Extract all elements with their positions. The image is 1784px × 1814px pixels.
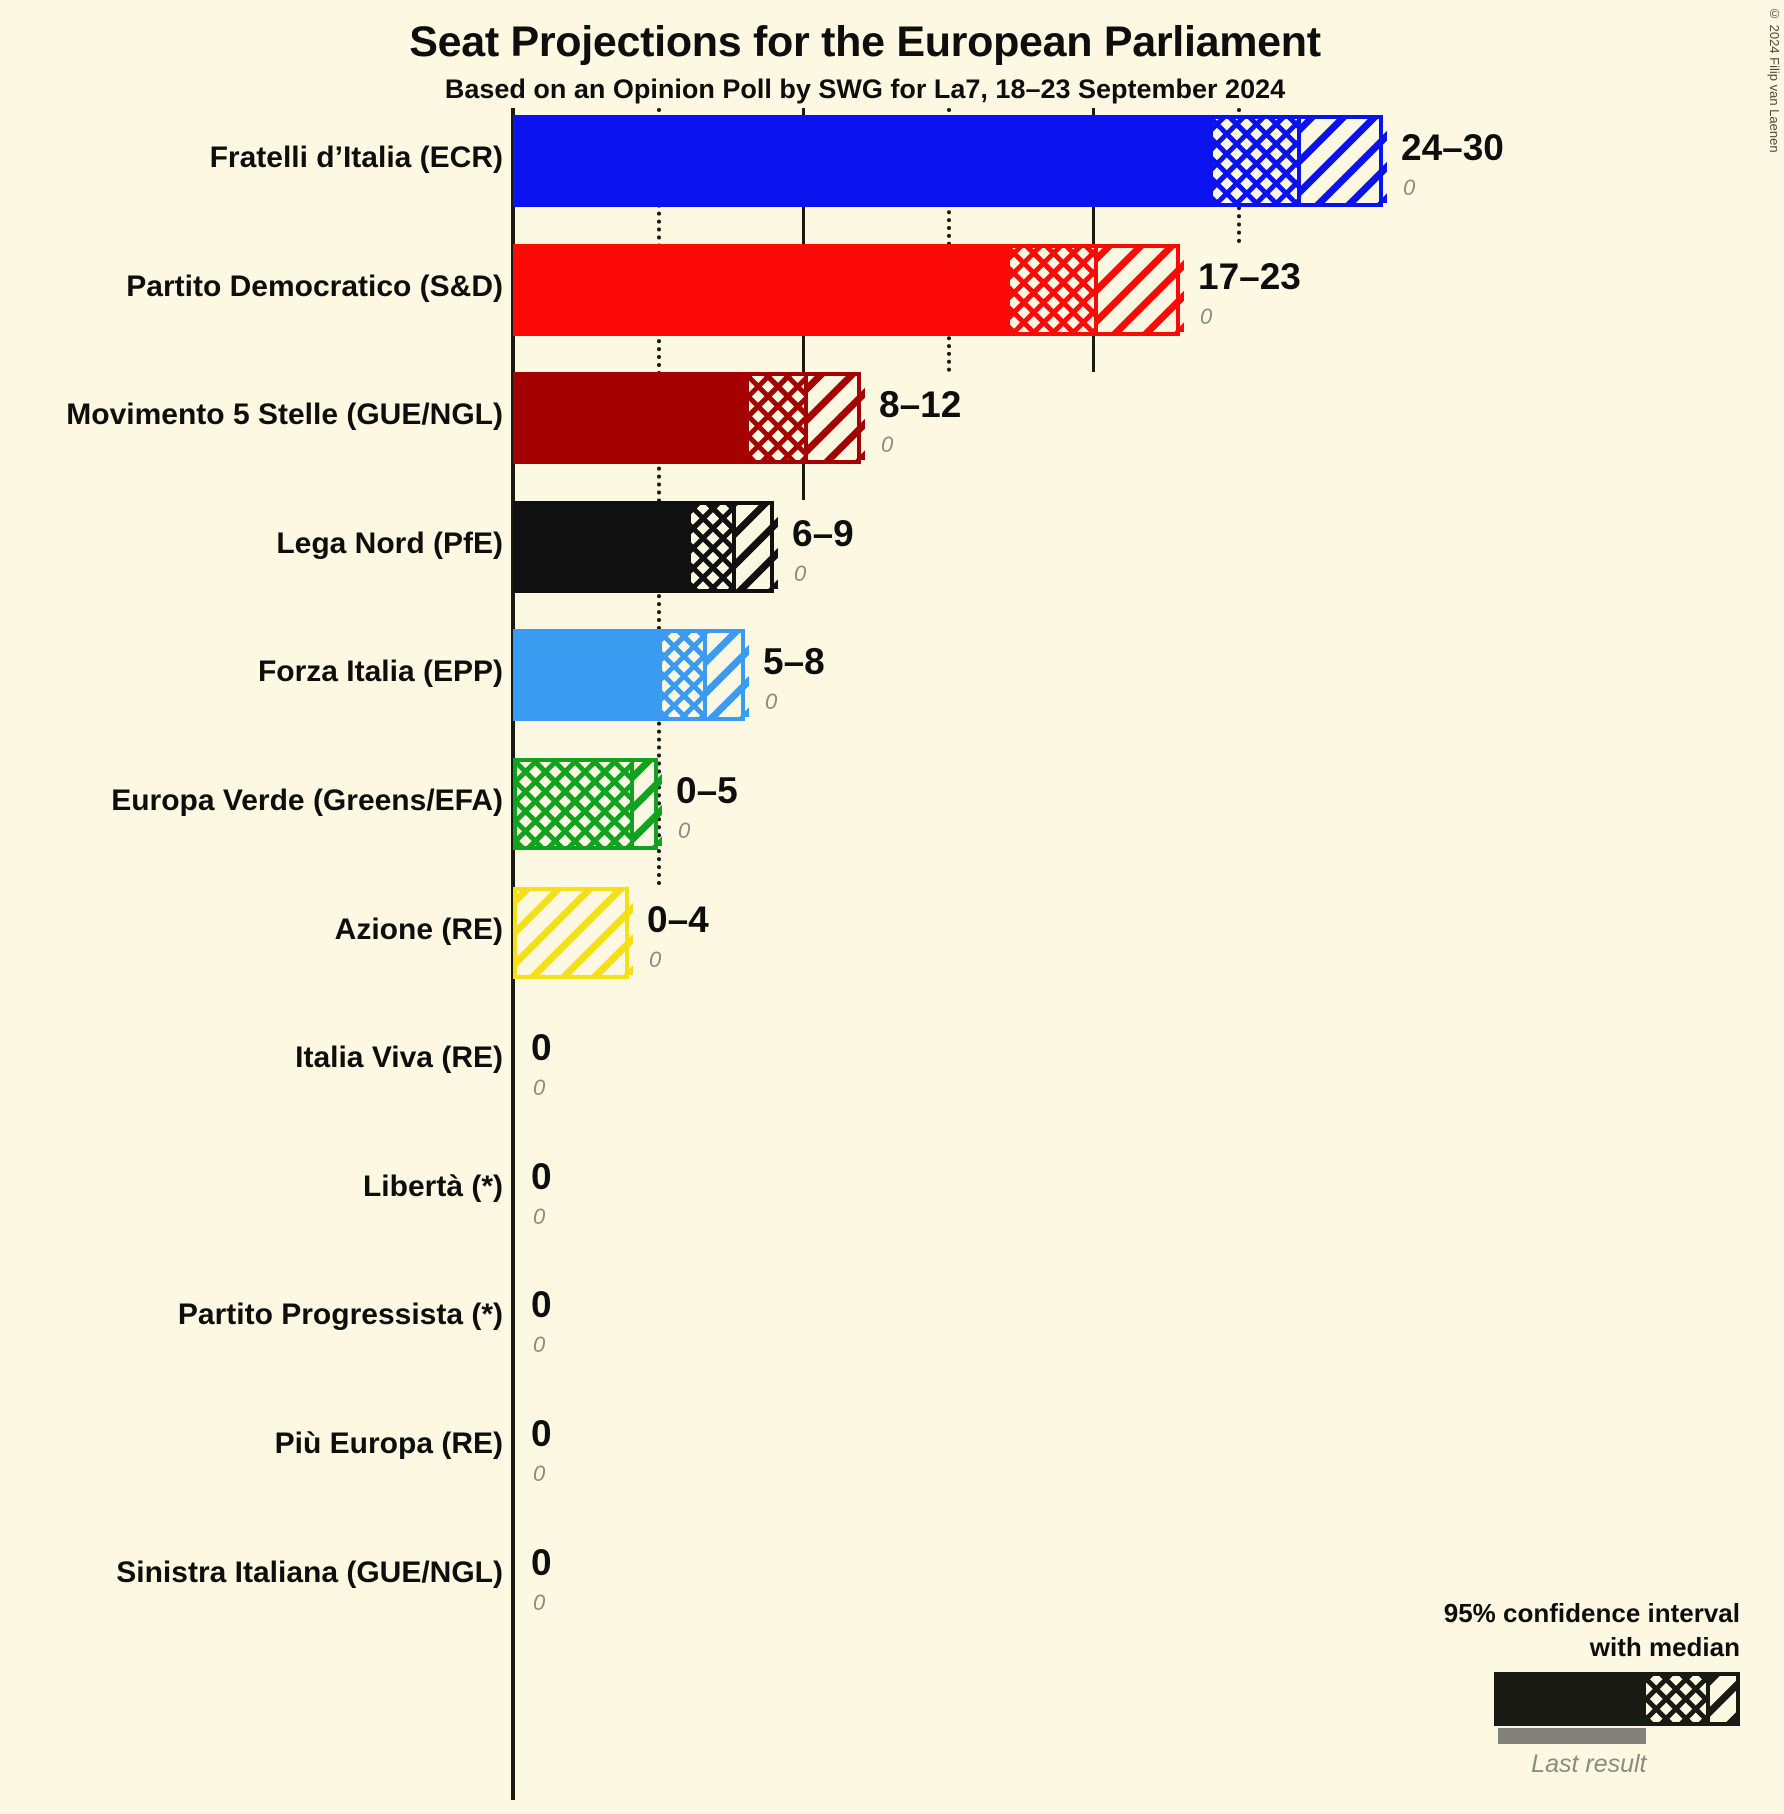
- legend-median-label: with median: [1589, 1632, 1740, 1662]
- bar-segment-diagonal: [807, 376, 865, 461]
- value-label: 5–8: [763, 641, 825, 683]
- bar-segment-divider: [1297, 119, 1301, 203]
- value-label: 0–5: [676, 770, 738, 811]
- legend-last-result-swatch: [1498, 1728, 1646, 1744]
- gridline-solid-20: [1092, 108, 1095, 372]
- confidence-interval-bar: [513, 372, 865, 465]
- confidence-interval-bar: [513, 500, 778, 593]
- bar-segment-divider: [630, 762, 634, 846]
- bar-segment-crosshatch: [691, 504, 735, 589]
- chart-subtitle: Based on an Opinion Poll by SWG for La7,…: [444, 74, 1286, 104]
- bar-segment-diagonal: [705, 633, 749, 718]
- confidence-interval-bar: [513, 758, 662, 850]
- confidence-interval-bar: [513, 629, 749, 722]
- legend-segment-solid: [1498, 1676, 1646, 1722]
- last-result-value: 0: [765, 689, 778, 715]
- chart-row: Libertà (*) 0 0: [0, 1144, 1784, 1236]
- last-result-value: 0: [678, 818, 691, 843]
- party-label: Movimento 5 Stelle (GUE/NGL): [66, 398, 503, 432]
- bar-segment-crosshatch: [1010, 247, 1097, 332]
- bar-segment-divider: [804, 376, 808, 461]
- chart-row: Azione (RE) 0–4 0: [0, 886, 1784, 979]
- bar-segment-diagonal: [1300, 119, 1387, 203]
- chart-row: Europa Verde (Greens/EFA) 0–5 0: [0, 758, 1784, 850]
- value-label: 6–9: [792, 512, 854, 554]
- bar-segment-solid: [517, 119, 1213, 203]
- legend-swatch: [1494, 1672, 1740, 1726]
- bar-segment-diagonal: [633, 762, 662, 846]
- gridline-dotted-15: [947, 108, 951, 372]
- bar-segment-diagonal: [734, 504, 778, 589]
- gridline-dotted-5: [657, 108, 661, 886]
- bar-segment-divider: [702, 633, 707, 718]
- chart-row: Più Europa (RE) 0 0: [0, 1401, 1784, 1493]
- legend-last-result-label: Last result: [1531, 1750, 1647, 1778]
- bar-segment-crosshatch: [662, 633, 706, 718]
- value-label: 17–23: [1198, 255, 1301, 297]
- chart-row: Italia Viva (RE) 0 0: [0, 1015, 1784, 1107]
- party-label: Libertà (*): [362, 1169, 503, 1203]
- bar-segment-divider: [1094, 247, 1098, 332]
- party-label: Forza Italia (EPP): [257, 655, 503, 689]
- bar-segment-crosshatch: [1213, 119, 1300, 203]
- last-result-value: 0: [1200, 303, 1213, 329]
- bar-segment-solid: [517, 504, 691, 589]
- chart-row: Partito Democratico (S&D) 17–23 0: [0, 243, 1784, 336]
- bar-segment-diagonal: [1097, 247, 1184, 332]
- bar-segment-solid: [517, 376, 749, 461]
- chart-row: Sinistra Italiana (GUE/NGL) 0 0: [0, 1530, 1784, 1622]
- bar-segment-crosshatch: [749, 376, 807, 461]
- bar-segment-diagonal: [517, 890, 633, 975]
- chart-row: Forza Italia (EPP) 5–8 0: [0, 629, 1784, 722]
- last-result-value: 0: [533, 1332, 546, 1358]
- value-label: 0: [531, 1413, 552, 1454]
- last-result-value: 0: [1403, 175, 1416, 200]
- bar-segment-solid: [517, 633, 662, 718]
- legend-segment-diagonal: [1709, 1676, 1736, 1722]
- chart-row: Movimento 5 Stelle (GUE/NGL) 8–12 0: [0, 372, 1784, 465]
- last-result-value: 0: [794, 560, 807, 586]
- party-label: Azione (RE): [334, 912, 503, 946]
- last-result-value: 0: [649, 946, 662, 972]
- value-label: 0: [531, 1155, 552, 1197]
- legend-segment-crosshatch: [1645, 1676, 1706, 1722]
- chart-row: Lega Nord (PfE) 6–9 0: [0, 500, 1784, 593]
- bar-segment-divider: [731, 504, 736, 589]
- party-label: Italia Viva (RE): [295, 1041, 503, 1075]
- chart-row: Fratelli d’Italia (ECR) 24–30 0: [0, 115, 1784, 207]
- party-label: Europa Verde (Greens/EFA): [111, 784, 503, 817]
- value-label: 24–30: [1401, 127, 1504, 168]
- value-label: 0–4: [647, 898, 709, 940]
- confidence-interval-bar: [513, 243, 1184, 336]
- party-label: Più Europa (RE): [274, 1427, 503, 1460]
- last-result-value: 0: [533, 1461, 546, 1486]
- copyright-notice: © 2024 Filip van Laenen: [1767, 6, 1782, 153]
- page-title: Seat Projections for the European Parlia…: [409, 18, 1321, 66]
- value-label: 0: [531, 1027, 552, 1069]
- last-result-value: 0: [533, 1203, 546, 1229]
- value-label: 8–12: [879, 384, 962, 426]
- confidence-interval-bar: [513, 886, 633, 979]
- party-label: Partito Democratico (S&D): [126, 269, 503, 303]
- confidence-interval-bar: [513, 115, 1387, 207]
- last-result-value: 0: [881, 432, 894, 458]
- bar-segment-crosshatch: [517, 762, 633, 846]
- legend-segment-divider: [1705, 1676, 1710, 1722]
- value-label: 0: [531, 1284, 552, 1326]
- chart-row: Partito Progressista (*) 0 0: [0, 1272, 1784, 1364]
- last-result-value: 0: [533, 1075, 546, 1101]
- legend-confidence-label: 95% confidence interval: [1443, 1598, 1740, 1628]
- bar-segment-solid: [517, 247, 1010, 332]
- party-label: Sinistra Italiana (GUE/NGL): [116, 1555, 503, 1589]
- value-label: 0: [531, 1541, 552, 1583]
- party-label: Lega Nord (PfE): [276, 526, 503, 560]
- party-label: Partito Progressista (*): [177, 1298, 503, 1332]
- last-result-value: 0: [533, 1589, 546, 1615]
- party-label: Fratelli d’Italia (ECR): [209, 141, 503, 174]
